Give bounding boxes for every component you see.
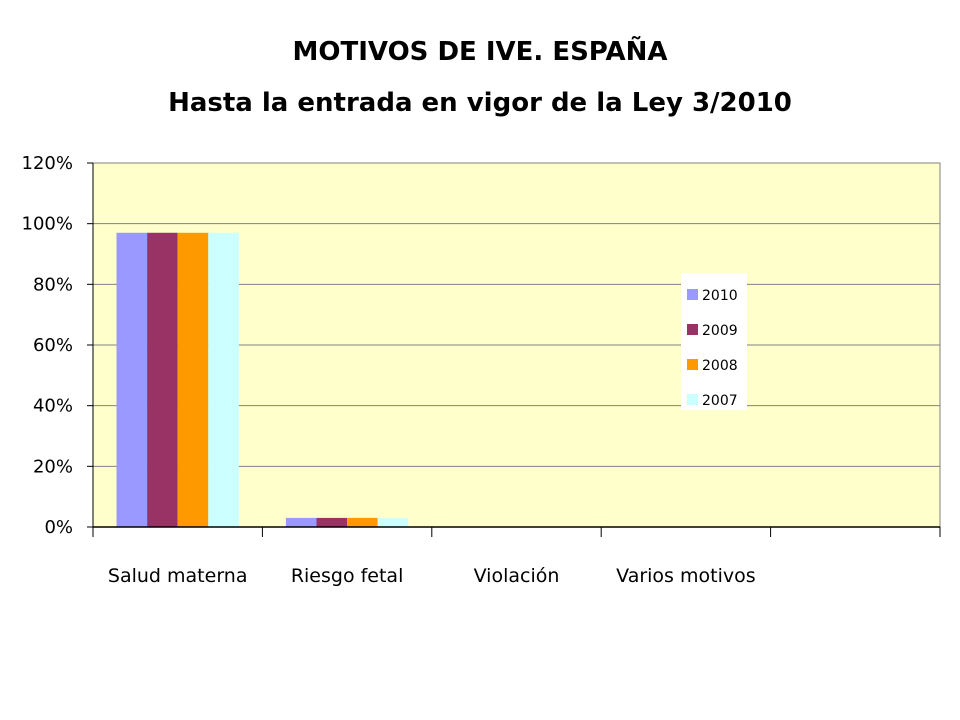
y-tick-label: 40% bbox=[33, 396, 73, 417]
x-category-label: Riesgo fetal bbox=[291, 565, 404, 587]
legend-label-2008: 2008 bbox=[702, 358, 738, 374]
x-category-label: Salud materna bbox=[108, 565, 248, 587]
legend-label-2007: 2007 bbox=[702, 393, 738, 409]
axes bbox=[87, 162, 941, 537]
chart-title: MOTIVOS DE IVE. ESPAÑA bbox=[293, 35, 668, 67]
y-tick-label: 20% bbox=[33, 456, 73, 477]
bar-2008-2 bbox=[347, 517, 378, 527]
y-tick-label: 0% bbox=[44, 517, 73, 538]
y-tick-label: 100% bbox=[22, 214, 73, 235]
x-category-label: Violación bbox=[474, 565, 560, 587]
legend: 2010 2009 2008 2007 bbox=[681, 273, 747, 410]
x-category-labels: Salud materna Riesgo fetal Violación Varios… bbox=[108, 565, 756, 587]
legend-swatch-2008 bbox=[687, 359, 698, 370]
chart-subtitle: Hasta la entrada en vigor de la Ley 3/20… bbox=[168, 88, 792, 118]
bar-2009-2 bbox=[316, 517, 348, 527]
legend-swatch-2010 bbox=[687, 289, 698, 300]
bar-2007-1 bbox=[208, 232, 239, 527]
y-tick-labels: 0% 20% 40% 60% 80% 100% 120% bbox=[22, 153, 73, 538]
bar-2008-1 bbox=[177, 232, 209, 527]
legend-label-2010: 2010 bbox=[702, 288, 738, 304]
y-tick-label: 120% bbox=[22, 153, 73, 174]
bar-2009-1 bbox=[147, 232, 178, 527]
y-tick-label: 80% bbox=[33, 274, 73, 295]
legend-swatch-2009 bbox=[687, 324, 698, 335]
legend-swatch-2007 bbox=[687, 394, 698, 405]
bar-2007-2 bbox=[377, 517, 409, 527]
bar-2010-1 bbox=[116, 232, 148, 527]
bar-2010-2 bbox=[285, 517, 317, 527]
bars bbox=[116, 232, 409, 527]
legend-label-2009: 2009 bbox=[702, 323, 738, 339]
y-tick-label: 60% bbox=[33, 335, 73, 356]
x-category-label: Varios motivos bbox=[616, 565, 755, 587]
